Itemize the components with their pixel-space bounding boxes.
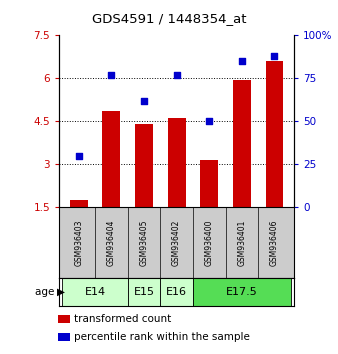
Text: GSM936401: GSM936401 (237, 219, 246, 266)
Point (76, 153, 81, 159)
Bar (168, 118, 186, 207)
Bar (58, 333, 70, 341)
Bar (193, 278, 291, 306)
Text: GSM936403: GSM936403 (74, 219, 83, 266)
Point (174, 72, 179, 78)
Point (141, 98, 147, 103)
Text: ▶: ▶ (57, 287, 66, 297)
Point (272, 53, 277, 59)
Bar (233, 80, 251, 207)
Bar (200, 160, 218, 207)
Text: E15: E15 (134, 287, 154, 297)
Bar (102, 111, 120, 207)
Bar (128, 278, 160, 306)
Text: E16: E16 (166, 287, 187, 297)
Text: E17.5: E17.5 (226, 287, 258, 297)
Text: GDS4591 / 1448354_at: GDS4591 / 1448354_at (92, 12, 246, 25)
Bar (266, 61, 284, 207)
Bar (63, 278, 128, 306)
Text: age: age (35, 287, 57, 297)
Bar (70, 200, 88, 207)
Bar (58, 315, 70, 322)
Bar (135, 124, 153, 207)
Text: GSM936405: GSM936405 (140, 219, 148, 266)
Text: GSM936404: GSM936404 (107, 219, 116, 266)
Text: GSM936402: GSM936402 (172, 219, 181, 266)
Point (108, 72, 114, 78)
Point (207, 118, 212, 124)
Point (239, 58, 245, 64)
Text: percentile rank within the sample: percentile rank within the sample (74, 332, 250, 342)
Text: GSM936406: GSM936406 (270, 219, 279, 266)
Text: E14: E14 (84, 287, 105, 297)
Text: transformed count: transformed count (74, 314, 172, 324)
Text: GSM936400: GSM936400 (205, 219, 214, 266)
Bar (160, 278, 193, 306)
